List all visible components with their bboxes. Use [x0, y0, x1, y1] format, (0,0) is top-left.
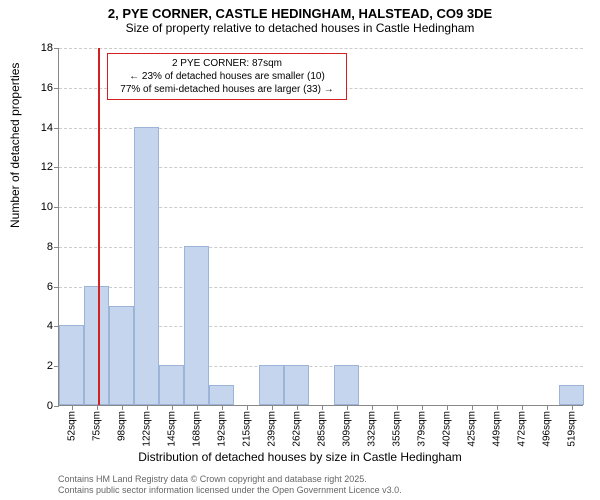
y-gridline: [59, 48, 583, 49]
footer-line1: Contains HM Land Registry data © Crown c…: [58, 474, 402, 485]
reference-line: [98, 48, 100, 405]
annotation-box: 2 PYE CORNER: 87sqm← 23% of detached hou…: [107, 53, 347, 100]
annotation-line2: ← 23% of detached houses are smaller (10…: [114, 70, 340, 83]
x-tick-label: 309sqm: [341, 411, 352, 447]
histogram-bar: [259, 365, 284, 405]
page-title: 2, PYE CORNER, CASTLE HEDINGHAM, HALSTEA…: [0, 0, 600, 21]
x-tick-label: 379sqm: [416, 411, 427, 447]
x-tick-mark: [222, 405, 223, 410]
x-tick-label: 402sqm: [441, 411, 452, 447]
annotation-line1: 2 PYE CORNER: 87sqm: [114, 57, 340, 70]
x-tick-mark: [347, 405, 348, 410]
x-tick-label: 192sqm: [216, 411, 227, 447]
x-tick-label: 122sqm: [141, 411, 152, 447]
x-tick-mark: [97, 405, 98, 410]
histogram-bar: [59, 325, 84, 405]
histogram-bar: [109, 306, 134, 405]
footer-attribution: Contains HM Land Registry data © Crown c…: [58, 474, 402, 496]
x-tick-mark: [547, 405, 548, 410]
x-tick-mark: [322, 405, 323, 410]
x-tick-mark: [197, 405, 198, 410]
x-tick-mark: [372, 405, 373, 410]
x-tick-label: 168sqm: [191, 411, 202, 447]
x-tick-mark: [147, 405, 148, 410]
x-tick-label: 472sqm: [516, 411, 527, 447]
chart-plot-area: 02468101214161852sqm75sqm98sqm122sqm145s…: [58, 48, 583, 406]
x-tick-label: 449sqm: [491, 411, 502, 447]
x-tick-label: 519sqm: [566, 411, 577, 447]
histogram-bar: [284, 365, 309, 405]
x-tick-mark: [422, 405, 423, 410]
x-tick-mark: [472, 405, 473, 410]
x-tick-label: 285sqm: [316, 411, 327, 447]
footer-line2: Contains public sector information licen…: [58, 485, 402, 496]
x-tick-mark: [397, 405, 398, 410]
x-tick-mark: [72, 405, 73, 410]
x-tick-mark: [447, 405, 448, 410]
histogram-bar: [334, 365, 359, 405]
x-tick-mark: [122, 405, 123, 410]
x-tick-label: 262sqm: [291, 411, 302, 447]
histogram-bar: [159, 365, 184, 405]
x-tick-label: 145sqm: [166, 411, 177, 447]
histogram-bar: [134, 127, 159, 405]
histogram-bar: [559, 385, 584, 405]
x-tick-label: 75sqm: [91, 411, 102, 441]
annotation-line3: 77% of semi-detached houses are larger (…: [114, 83, 340, 96]
x-tick-mark: [297, 405, 298, 410]
histogram-bar: [209, 385, 234, 405]
histogram-bar: [84, 286, 109, 405]
x-tick-label: 332sqm: [366, 411, 377, 447]
x-tick-label: 496sqm: [541, 411, 552, 447]
x-tick-mark: [497, 405, 498, 410]
x-tick-label: 215sqm: [241, 411, 252, 447]
y-tick-mark: [54, 406, 59, 407]
x-tick-label: 425sqm: [466, 411, 477, 447]
x-tick-mark: [247, 405, 248, 410]
x-tick-mark: [572, 405, 573, 410]
x-tick-label: 355sqm: [391, 411, 402, 447]
x-tick-label: 239sqm: [266, 411, 277, 447]
x-tick-label: 52sqm: [66, 411, 77, 441]
x-tick-mark: [172, 405, 173, 410]
histogram-bar: [184, 246, 209, 405]
x-tick-mark: [522, 405, 523, 410]
x-axis-label: Distribution of detached houses by size …: [0, 450, 600, 464]
x-tick-label: 98sqm: [116, 411, 127, 441]
x-tick-mark: [272, 405, 273, 410]
page-subtitle: Size of property relative to detached ho…: [0, 21, 600, 39]
y-axis-label: Number of detached properties: [8, 63, 22, 228]
